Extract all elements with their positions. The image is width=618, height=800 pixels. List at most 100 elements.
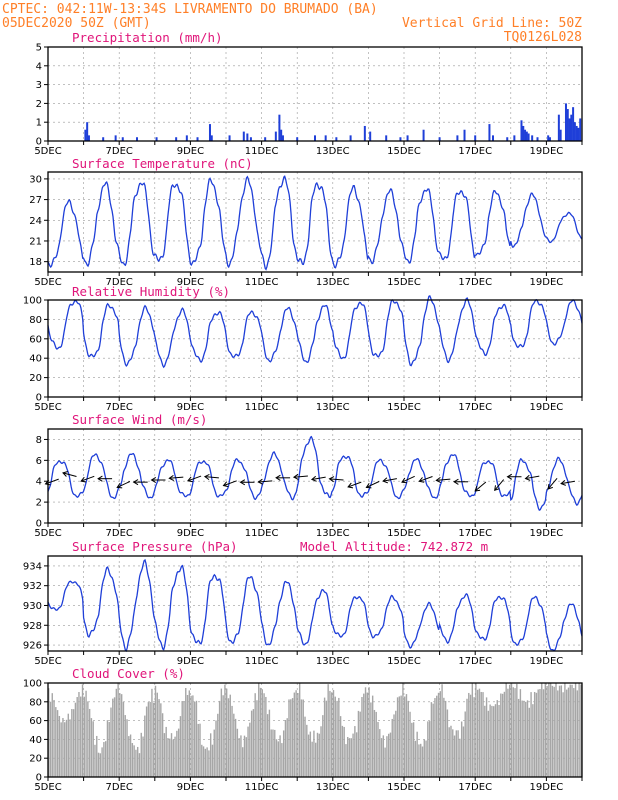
cloud-bar: [443, 697, 445, 777]
cloud-bar: [208, 750, 210, 777]
cloud-bar: [108, 721, 110, 777]
cloud-bar: [158, 699, 160, 777]
ytick-label: 5: [36, 43, 42, 54]
cloud-bar: [218, 700, 221, 777]
xtick-label: 5DEC: [34, 782, 61, 793]
cloud-bar: [457, 730, 459, 777]
cloud-bar: [97, 752, 100, 777]
xtick-label: 13DEC: [316, 528, 350, 539]
panel-title: Relative Humidity (%): [72, 284, 230, 299]
wind-vector: [347, 481, 362, 488]
cloud-bar: [444, 700, 447, 777]
precip-bar: [524, 129, 527, 141]
cloud-bar: [220, 688, 223, 777]
cloud-bar: [290, 699, 292, 777]
wind-vector: [187, 475, 202, 482]
cloud-bar: [548, 683, 550, 777]
wind-arrowhead: [494, 485, 500, 492]
cloud-bar: [402, 683, 404, 777]
cloud-bar: [379, 729, 381, 777]
cloud-bar: [87, 701, 89, 777]
cloud-bar: [414, 740, 417, 777]
cloud-bar: [48, 688, 50, 777]
ytick-label: 2: [36, 498, 42, 509]
model-altitude: Model Altitude: 742.872 m: [300, 539, 488, 554]
cloud-bar: [336, 700, 338, 777]
cloud-bar: [266, 714, 269, 777]
cloud-bar: [364, 687, 367, 777]
cloud-bar: [519, 689, 522, 777]
cloud-bar: [494, 704, 497, 777]
cloud-bar: [329, 690, 331, 777]
cloud-bar: [90, 718, 93, 777]
cloud-bar: [528, 707, 530, 777]
header-model-id: TQ0126L028: [504, 30, 582, 45]
cloud-bar: [103, 742, 105, 777]
precip-bar: [474, 135, 477, 141]
cloud-bar: [332, 690, 335, 777]
cloud-bar: [526, 700, 529, 777]
cloud-bar: [291, 698, 294, 777]
cloud-bar: [206, 747, 208, 777]
cloud-bar: [259, 687, 262, 777]
cloud-bar: [307, 734, 310, 777]
cloud-bar: [270, 729, 272, 777]
wind-vector: [401, 475, 415, 483]
cloud-bar: [491, 705, 493, 777]
cloud-bar: [530, 692, 532, 777]
cloud-bar: [71, 709, 73, 777]
cloud-bar: [195, 700, 198, 777]
precip-bar: [492, 135, 494, 141]
wind-vector: [169, 476, 184, 479]
cloud-bar: [288, 699, 290, 777]
xtick-label: 13DEC: [316, 402, 350, 413]
precip-bar: [548, 137, 551, 141]
cloud-bar: [154, 685, 157, 777]
xtick-label: 17DEC: [458, 402, 492, 413]
cloud-bar: [576, 690, 579, 777]
cloud-bar: [217, 713, 219, 777]
cloud-bar: [51, 693, 53, 777]
cloud-bar: [92, 721, 94, 777]
cloud-bar: [560, 685, 563, 777]
cloud-bar: [420, 743, 422, 777]
cloud-bar: [315, 742, 317, 777]
cloud-bar: [224, 684, 226, 777]
panel-frame: [47, 428, 583, 524]
cloud-bar: [398, 696, 401, 777]
precip-bar: [175, 137, 178, 141]
cloud-bar: [555, 683, 557, 777]
wind-arrowhead: [203, 473, 210, 481]
cloud-bar: [421, 746, 424, 777]
cloud-bar: [318, 733, 320, 777]
cloud-bar: [396, 697, 399, 777]
ytick-label: 30: [29, 174, 42, 185]
precip-bar: [506, 137, 509, 141]
cloud-bar: [167, 738, 169, 777]
header-line1: CPTEC: 042:11W-13:34S LIVRAMENTO DO BRUM…: [2, 2, 378, 17]
cloud-bar: [202, 746, 205, 777]
cloud-bar: [418, 744, 420, 777]
precip-bar: [136, 137, 138, 141]
xtick-label: 17DEC: [458, 656, 492, 667]
xtick-label: 11DEC: [245, 277, 279, 288]
precip-bar: [422, 129, 425, 141]
cloud-bar: [252, 709, 255, 777]
panel-title: Precipitation (mm/h): [72, 30, 223, 45]
xtick-label: 11DEC: [245, 656, 279, 667]
cloud-bar: [525, 701, 527, 777]
xtick-label: 15DEC: [387, 528, 421, 539]
cloud-bar: [357, 710, 360, 777]
cloud-bar: [423, 739, 425, 777]
cloud-bar: [487, 710, 490, 777]
wind-vector: [329, 478, 344, 481]
cloud-bar: [386, 736, 388, 777]
cloud-bar: [145, 706, 148, 777]
cloud-bar: [400, 695, 402, 777]
cloud-bar: [151, 688, 153, 777]
cloud-bar: [215, 720, 217, 777]
ytick-label: 80: [29, 697, 42, 708]
xtick-label: 19DEC: [530, 146, 564, 157]
ytick-label: 60: [29, 716, 42, 727]
cloud-bar: [188, 690, 191, 777]
